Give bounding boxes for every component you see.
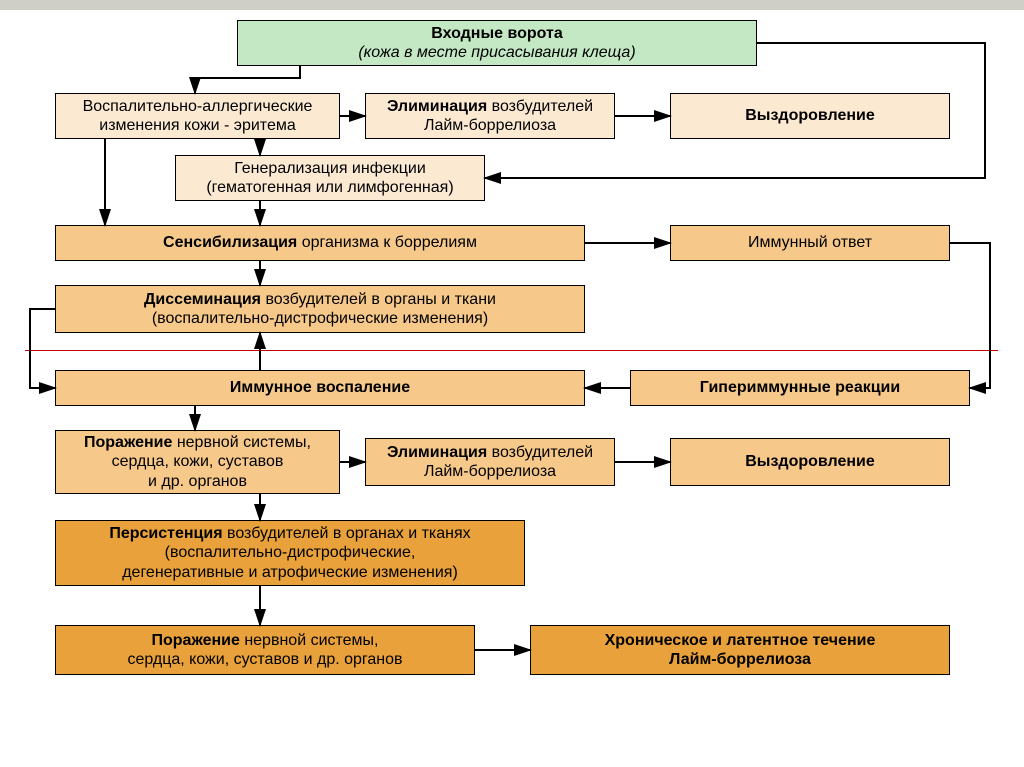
node-hyperimmune: Гипериммунные реакции (630, 370, 970, 406)
n14-b: Лайм-боррелиоза (669, 651, 811, 668)
node-recovery-2: Выздоровление (670, 438, 950, 486)
n4: Выздоровление (679, 106, 941, 125)
n2-b: изменения кожи - эритема (64, 116, 331, 135)
node-recovery-1: Выздоровление (670, 93, 950, 139)
n12-b: (воспалительно-дистрофические, (64, 543, 516, 562)
node-immune-response: Иммунный ответ (670, 225, 950, 261)
n10-line1: Элиминация возбудителей (374, 443, 606, 462)
n10-b: Лайм-боррелиоза (374, 462, 606, 481)
n12-c: дегенеративные и атрофические изменения) (64, 563, 516, 582)
node-dissemination: Диссеминация возбудителей в органы и тка… (55, 285, 585, 333)
n7-b: (воспалительно-дистрофические изменения) (64, 309, 576, 328)
node-chronic: Хроническое и латентное течение Лайм-бор… (530, 625, 950, 675)
node-persistence: Персистенция возбудителей в органах и тк… (55, 520, 525, 586)
node-generalization: Генерализация инфекции (гематогенная или… (175, 155, 485, 201)
n13-b: сердца, кожи, суставов и др. органов (64, 650, 466, 669)
n9-line1: Поражение нервной системы, (64, 433, 331, 452)
n9-b: сердца, кожи, суставов (64, 452, 331, 471)
n8r: Гипериммунные реакции (639, 378, 961, 397)
n8: Иммунное воспаление (64, 378, 576, 397)
n1-sub: (кожа в месте присасывания клеща) (358, 44, 635, 61)
n6r: Иммунный ответ (679, 233, 941, 252)
n3-line1: Элиминация возбудителей (374, 97, 606, 116)
n13-line1: Поражение нервной системы, (64, 631, 466, 650)
top-bar (0, 0, 1024, 10)
node-organ-damage-2: Поражение нервной системы, сердца, кожи,… (55, 625, 475, 675)
divider-redline (25, 350, 998, 351)
n11: Выздоровление (679, 452, 941, 471)
n1-title: Входные ворота (431, 25, 563, 42)
n9-c: и др. органов (64, 472, 331, 491)
node-elimination-2: Элиминация возбудителей Лайм-боррелиоза (365, 438, 615, 486)
n12-line1: Персистенция возбудителей в органах и тк… (64, 524, 516, 543)
n6-line: Сенсибилизация организма к боррелиям (64, 233, 576, 252)
n2-a: Воспалительно-аллергические (64, 97, 331, 116)
n7-line1: Диссеминация возбудителей в органы и тка… (64, 290, 576, 309)
node-immune-inflammation: Иммунное воспаление (55, 370, 585, 406)
n5-a: Генерализация инфекции (184, 159, 476, 178)
node-organ-damage-1: Поражение нервной системы, сердца, кожи,… (55, 430, 340, 494)
node-elimination-1: Элиминация возбудителей Лайм-боррелиоза (365, 93, 615, 139)
node-erythema: Воспалительно-аллергические изменения ко… (55, 93, 340, 139)
node-sensitization: Сенсибилизация организма к боррелиям (55, 225, 585, 261)
n3-b: Лайм-боррелиоза (374, 116, 606, 135)
node-entry-gate: Входные ворота (кожа в месте присасывани… (237, 20, 757, 66)
n5-b: (гематогенная или лимфогенная) (184, 178, 476, 197)
n14-a: Хроническое и латентное течение (605, 632, 876, 649)
